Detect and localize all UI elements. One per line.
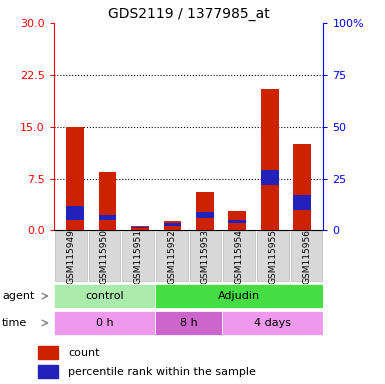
Text: control: control [85, 291, 124, 301]
Bar [164, 221, 181, 230]
Bar [228, 220, 246, 223]
Text: GSM115952: GSM115952 [167, 229, 176, 284]
Text: time: time [2, 318, 27, 328]
Text: GSM115953: GSM115953 [201, 229, 210, 284]
Bar [66, 205, 84, 220]
Bar [293, 195, 311, 210]
Bar [99, 172, 116, 230]
Bar [38, 365, 58, 378]
Bar [131, 225, 149, 230]
Bar [55, 232, 87, 281]
Text: 0 h: 0 h [95, 318, 113, 328]
Bar [66, 127, 84, 230]
Bar [196, 212, 214, 218]
Text: GSM115955: GSM115955 [268, 229, 277, 284]
Bar [261, 170, 279, 185]
Text: agent: agent [2, 291, 34, 301]
Text: Adjudin: Adjudin [218, 291, 260, 301]
Bar [223, 311, 323, 335]
Text: 4 days: 4 days [254, 318, 291, 328]
Text: percentile rank within the sample: percentile rank within the sample [68, 366, 256, 377]
Bar [261, 89, 279, 230]
Bar [89, 232, 120, 281]
Text: GSM115951: GSM115951 [134, 229, 142, 284]
Text: GSM115954: GSM115954 [235, 229, 244, 284]
Text: GSM115950: GSM115950 [100, 229, 109, 284]
Text: 8 h: 8 h [180, 318, 198, 328]
Bar [228, 211, 246, 230]
Bar [131, 227, 149, 228]
Bar [99, 215, 116, 220]
Text: GSM115956: GSM115956 [302, 229, 311, 284]
Bar [155, 311, 223, 335]
Bar [54, 311, 155, 335]
Bar [190, 232, 221, 281]
Bar [156, 232, 187, 281]
Text: count: count [68, 348, 100, 358]
Bar [122, 232, 154, 281]
Bar [293, 144, 311, 230]
Bar [38, 346, 58, 359]
Bar [223, 232, 255, 281]
Bar [291, 232, 322, 281]
Bar [155, 284, 323, 308]
Text: GSM115949: GSM115949 [66, 229, 75, 284]
Bar [54, 284, 155, 308]
Bar [164, 223, 181, 226]
Bar [196, 192, 214, 230]
Bar [257, 232, 289, 281]
Title: GDS2119 / 1377985_at: GDS2119 / 1377985_at [108, 7, 270, 21]
